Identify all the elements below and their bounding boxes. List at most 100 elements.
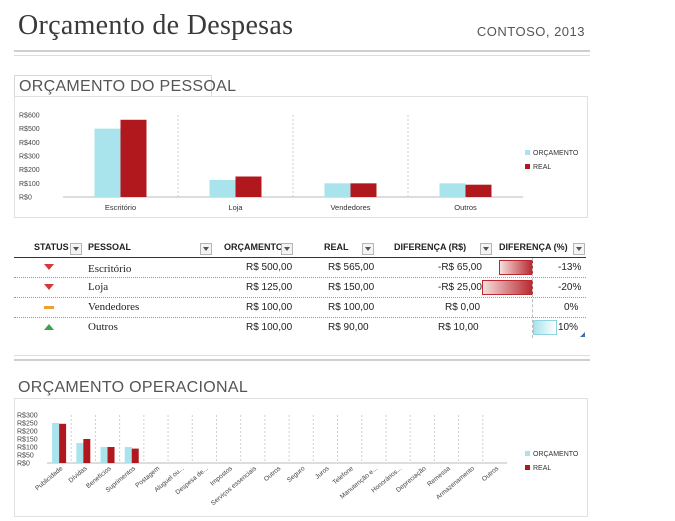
row-name: Vendedores	[88, 301, 140, 313]
header-divider	[14, 50, 590, 52]
category-label: Outros	[481, 465, 501, 483]
category-label: Dívidas	[67, 465, 89, 485]
legend-label: REAL	[533, 465, 551, 472]
y-tick-label: R$0	[19, 195, 32, 202]
category-label: Escritório	[105, 203, 136, 212]
row-pct: -20%	[558, 282, 582, 293]
col-pessoal: PESSOAL	[88, 242, 132, 252]
table-resize-handle-icon[interactable]	[580, 332, 585, 337]
y-tick-label: R$250	[17, 421, 38, 428]
legend-label: REAL	[533, 164, 551, 171]
operational-section-title: ORÇAMENTO OPERACIONAL	[18, 379, 249, 396]
status-down-icon	[44, 264, 54, 270]
row-diff: R$ 0,00	[445, 302, 481, 313]
y-tick-label: R$400	[19, 140, 40, 147]
y-tick-label: R$600	[19, 113, 40, 120]
bar-orcamento-0	[94, 128, 121, 197]
real-filter-dropdown[interactable]	[362, 243, 374, 255]
diferenca-rs-filter-dropdown[interactable]	[480, 243, 492, 255]
bar-orcamento-3	[124, 447, 132, 463]
legend-swatch	[525, 451, 530, 456]
pessoal-filter-dropdown[interactable]	[200, 243, 212, 255]
row-name: Escritório	[88, 263, 132, 275]
bar-orcamento-2	[324, 183, 351, 197]
category-label: Loja	[228, 203, 243, 212]
y-tick-label: R$100	[19, 181, 40, 188]
col-real: REAL	[324, 242, 349, 252]
y-tick-label: R$0	[17, 461, 30, 468]
bar-orcamento-0	[52, 423, 60, 463]
row-actual: R$ 565,00	[328, 262, 375, 273]
table-row[interactable]: Outros R$ 100,00 R$ 90,00 R$ 10,00 10%	[14, 318, 586, 337]
row-budget: R$ 100,00	[246, 322, 293, 333]
y-tick-label: R$150	[17, 437, 38, 444]
bar-orcamento-3	[439, 183, 466, 197]
page-title: Orçamento de Despesas	[18, 10, 294, 41]
category-label: Outros	[263, 465, 283, 483]
legend-swatch	[525, 150, 530, 155]
bar-real-0	[59, 423, 67, 463]
row-divider	[14, 297, 586, 298]
orcamento-filter-dropdown[interactable]	[281, 243, 293, 255]
bar-orcamento-2	[100, 447, 108, 463]
header-divider-thin	[14, 55, 590, 56]
row-diff: R$ 10,00	[438, 322, 479, 333]
y-tick-label: R$200	[17, 429, 38, 436]
row-budget: R$ 100,00	[246, 302, 293, 313]
y-tick-label: R$500	[19, 126, 40, 133]
diferenca-pct-filter-dropdown[interactable]	[573, 243, 585, 255]
row-name: Outros	[88, 321, 118, 333]
status-filter-dropdown[interactable]	[70, 243, 82, 255]
category-label: Telefone	[332, 465, 356, 486]
row-pct: 10%	[558, 322, 579, 333]
row-divider	[14, 277, 586, 278]
table-row[interactable]: Vendedores R$ 100,00 R$ 100,00 R$ 0,00 0…	[14, 298, 586, 317]
category-label: Serviços essenciais	[210, 465, 259, 508]
row-diff: -R$ 25,00	[438, 282, 482, 293]
table-header-line	[14, 257, 586, 258]
row-actual: R$ 150,00	[328, 282, 375, 293]
databar-axis	[532, 258, 533, 338]
col-diferenca-rs: DIFERENÇA (R$)	[394, 242, 467, 252]
section-divider	[14, 355, 590, 356]
legend-label: ORÇAMENTO	[533, 150, 579, 157]
status-down-icon	[44, 284, 54, 290]
bar-orcamento-1	[76, 443, 84, 463]
bar-orcamento-1	[209, 179, 236, 197]
company-year: CONTOSO, 2013	[476, 24, 585, 39]
section-divider-thick	[14, 359, 590, 361]
row-pct: 0%	[564, 302, 579, 313]
category-label: Juros	[314, 465, 331, 481]
personnel-tab: ORÇAMENTO DO PESSOAL	[14, 75, 236, 98]
row-pct: -13%	[558, 262, 582, 273]
personnel-section-title: ORÇAMENTO DO PESSOAL	[19, 78, 237, 95]
row-name: Loja	[88, 281, 109, 293]
bar-real-2	[107, 447, 115, 463]
legend-swatch	[525, 465, 530, 470]
row-divider	[14, 317, 586, 318]
row-actual: R$ 90,00	[328, 322, 369, 333]
row-actual: R$ 100,00	[328, 302, 375, 313]
category-label: Publicidade	[34, 465, 65, 492]
category-label: Vendedores	[330, 203, 370, 212]
bar-real-3	[465, 184, 492, 197]
col-status: STATUS	[34, 242, 69, 252]
bar-real-3	[131, 448, 139, 463]
operational-chart-frame: R$300 R$250 R$200 R$150 R$100 R$50 R$0 Publicid…	[14, 398, 588, 517]
row-budget: R$ 500,00	[246, 262, 293, 273]
y-tick-label: R$300	[19, 154, 40, 161]
y-tick-label: R$300	[17, 413, 38, 420]
bar-real-0	[120, 119, 147, 197]
bar-real-1	[83, 439, 91, 463]
personnel-chart-frame: R$600 R$500 R$400 R$300 R$200 R$100 R$0 Escritó…	[14, 96, 588, 218]
status-up-icon	[44, 324, 54, 330]
pct-databar	[499, 260, 533, 275]
personnel-table: STATUS PESSOAL ORÇAMENTO REAL DIFERENÇA …	[14, 238, 586, 338]
y-tick-label: R$200	[19, 167, 40, 174]
table-row[interactable]: Escritório R$ 500,00 R$ 565,00 -R$ 65,00…	[14, 258, 586, 277]
col-diferenca-pct: DIFERENÇA (%)	[499, 242, 568, 252]
y-tick-label: R$100	[17, 445, 38, 452]
table-row[interactable]: Loja R$ 125,00 R$ 150,00 -R$ 25,00 -20%	[14, 278, 586, 297]
category-label: Seguro	[286, 465, 307, 484]
pct-databar	[533, 320, 557, 335]
